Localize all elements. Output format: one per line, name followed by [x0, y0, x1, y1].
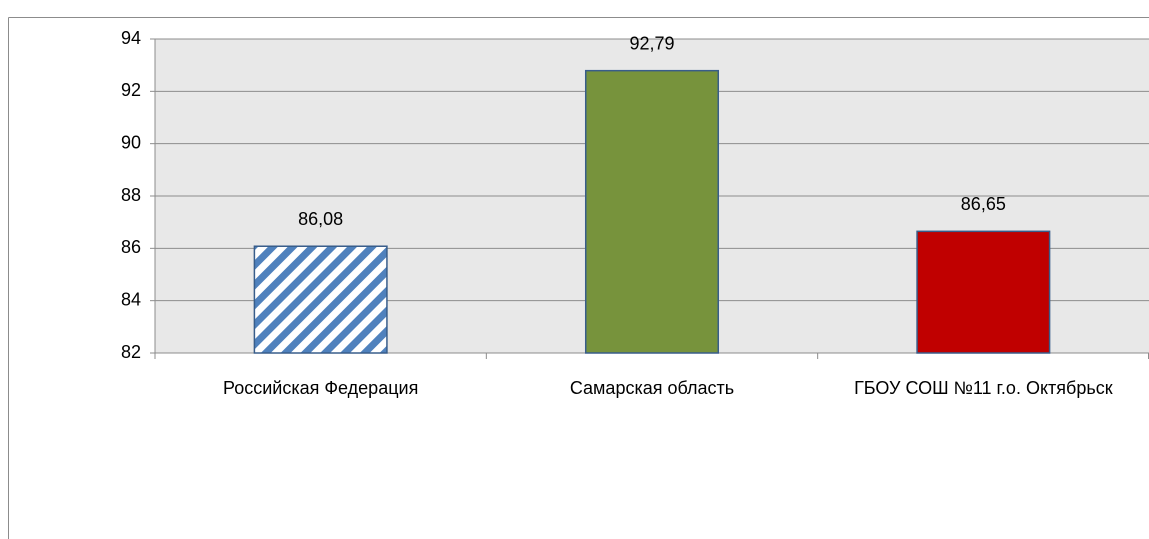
y-tick-label: 82 [121, 342, 141, 362]
x-tick-label: Самарская область [569, 378, 735, 398]
value-label: 86,65 [961, 194, 1006, 214]
y-tick-label: 86 [121, 237, 141, 257]
y-tick-label: 88 [121, 185, 141, 205]
y-tick-label: 92 [121, 80, 141, 100]
value-label: 92,79 [629, 33, 674, 53]
bar [253, 245, 388, 354]
bar [584, 69, 720, 354]
y-tick-label: 90 [121, 132, 141, 152]
bar [916, 230, 1051, 354]
y-tick-label: 84 [121, 289, 141, 309]
value-label: 86,08 [298, 209, 343, 229]
x-tick-label: ГБОУ СОШ №11 г.о. Октябрьск [854, 378, 1113, 398]
y-tick-label: 94 [121, 28, 141, 48]
x-tick-label: Российская Федерация [223, 378, 419, 398]
